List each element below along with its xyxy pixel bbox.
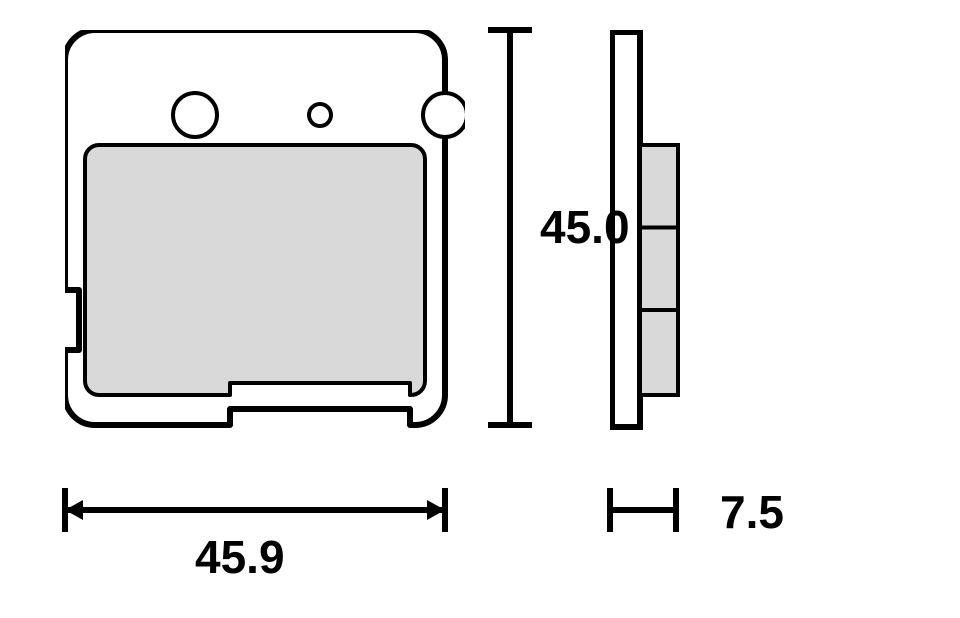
brake-pad-front-view [65,30,465,445]
thickness-dimension-line [590,480,696,550]
width-dimension-label: 45.9 [195,530,285,584]
thickness-dimension-label: 7.5 [720,485,784,539]
height-dimension-label: 45.0 [540,200,630,254]
diagram-canvas: 45.9 45.0 7.5 [0,0,960,618]
